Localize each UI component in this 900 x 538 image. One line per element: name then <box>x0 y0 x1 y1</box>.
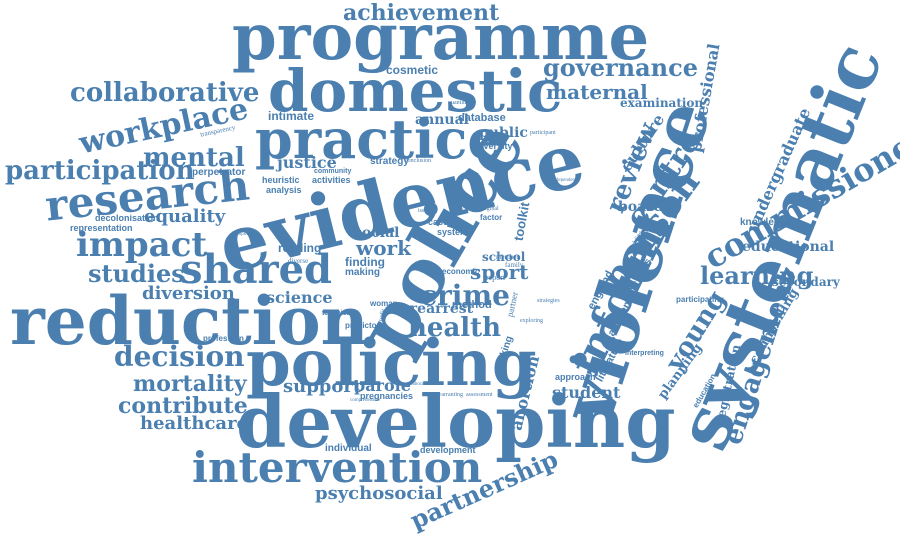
word-achievement: achievement <box>343 0 500 26</box>
word-science: science <box>266 288 333 307</box>
word-healthcare: healthcare <box>140 413 248 434</box>
word-maternal: maternal <box>546 80 648 104</box>
word-individual: individual <box>325 443 372 454</box>
word-decolonisation: decolonisation <box>95 213 159 223</box>
word-psychosocial: psychosocial <box>315 483 443 504</box>
word-exploring: exploring <box>520 318 543 324</box>
word-mortality: mortality <box>133 371 247 397</box>
word-reading: reading <box>278 241 322 255</box>
word-diverse: diverse <box>288 257 309 265</box>
word-programme: programme <box>232 0 650 75</box>
word-member: member <box>496 253 519 261</box>
word-participation: participation <box>5 156 195 186</box>
word-perpetrator: perpetrator <box>192 167 246 178</box>
word-diversion: diversion <box>142 283 235 304</box>
word-equality: equality <box>144 206 226 227</box>
word-finding: finding <box>345 255 385 269</box>
word-quantitative: quantitative <box>448 100 477 106</box>
word-educational: educational <box>742 239 835 255</box>
word-mental: mental <box>143 143 245 173</box>
word-work: work <box>356 236 411 260</box>
word-reduction: reduction <box>10 282 369 360</box>
word-board: board <box>618 199 664 215</box>
word-decision: decision <box>114 340 245 373</box>
word-shared: shared <box>180 246 333 293</box>
word-participant: participant <box>530 130 556 136</box>
word-representation: representation <box>70 223 133 233</box>
word-predictor: predictor <box>345 321 380 330</box>
word-activities: activities <box>312 175 351 185</box>
word-database: database <box>458 112 506 124</box>
word-contribute: contribute <box>118 393 248 419</box>
word-approach: approach <box>555 372 596 382</box>
word-technical: technical <box>322 310 353 317</box>
word-annual: annual <box>415 112 469 128</box>
word-examination: examination <box>620 96 704 110</box>
word-report: report <box>486 273 506 282</box>
word-intimate: intimate <box>268 109 315 123</box>
word-knowledge: knowledge <box>740 217 792 228</box>
word-learning: learning <box>700 261 814 290</box>
word-analysis: analysis <box>266 185 302 195</box>
word-case: case <box>428 217 449 227</box>
word-intervention: intervention <box>192 443 483 492</box>
word-policing: policing <box>246 326 537 401</box>
word-strategies: strategies <box>537 298 560 304</box>
word-development: development <box>420 445 476 455</box>
word-crime: crime <box>420 279 510 312</box>
word-conclusion: conclusion <box>405 158 431 164</box>
word-health: health <box>408 313 502 343</box>
word-student: student <box>552 383 621 402</box>
word-method: method <box>452 299 492 311</box>
word-assessment: assessment <box>466 392 493 398</box>
word-practice: practice <box>255 107 502 171</box>
word-domestic: domestic <box>268 57 563 125</box>
word-justice: justice <box>277 153 337 172</box>
word-support: support <box>283 376 362 397</box>
word-studies: studies <box>88 259 185 288</box>
word-university: university <box>470 141 513 151</box>
word-developing: developing <box>236 379 676 464</box>
word-making: making <box>345 267 381 278</box>
word-family: family <box>505 261 524 269</box>
word-participating: participating <box>676 295 725 304</box>
word-service: service <box>452 195 484 205</box>
word-public: public <box>479 125 528 141</box>
word-independent: independent <box>552 178 577 183</box>
word-factor: factor <box>480 213 503 222</box>
word-parole: parole <box>354 376 411 395</box>
word-woman: woman <box>370 299 398 308</box>
word-governance: governance <box>543 53 698 82</box>
word-community: community <box>314 168 352 175</box>
word-profession: profession <box>203 334 244 343</box>
word-school: school <box>482 250 526 264</box>
word-collaborative: collaborative <box>70 78 260 108</box>
word-impact: impact <box>76 225 208 265</box>
word-secondary: secondary <box>772 275 840 289</box>
word-cosmetic: cosmetic <box>386 63 439 77</box>
word-system: system <box>437 227 469 237</box>
word-economic: economic <box>442 267 480 276</box>
word-prearrest: prearrest <box>400 301 474 317</box>
word-comprehensive: comprehensive <box>350 398 381 403</box>
word-sport: sport <box>470 260 529 284</box>
word-issue: issue <box>418 208 430 214</box>
word-interpreting: interpreting <box>625 350 664 357</box>
word-original: original <box>480 206 499 212</box>
word-implication: implication <box>236 232 259 237</box>
word-heuristic: heuristic <box>262 175 300 185</box>
word-strategy: strategy <box>370 156 409 167</box>
word-collaboration: collaboration <box>405 382 432 387</box>
word-warranting: warranting <box>437 392 463 398</box>
word-pregnancies: pregnancies <box>360 391 414 401</box>
word-social: social <box>354 225 400 241</box>
